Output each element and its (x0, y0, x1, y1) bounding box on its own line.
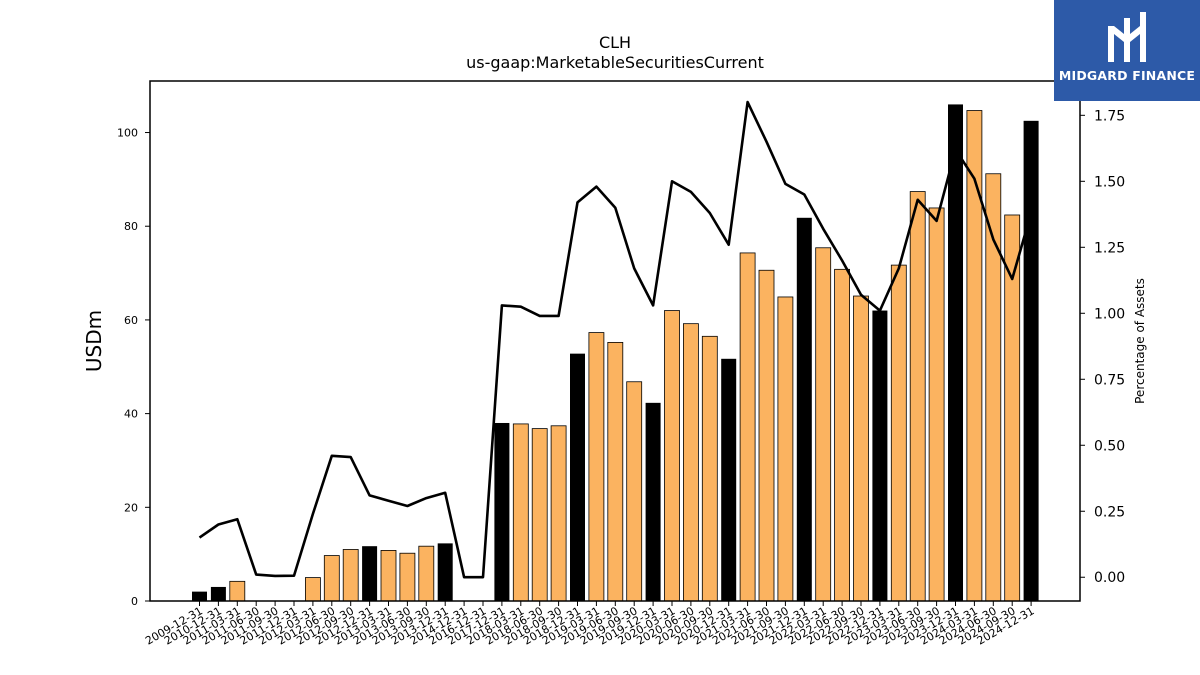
bar-2012-09-30 (342, 549, 359, 602)
y-right-tick-label: 1.75 (1094, 108, 1125, 124)
bar-2022-12-31 (872, 310, 888, 601)
y-right-tick-label: 1.25 (1094, 240, 1125, 256)
bar-2024-03-31 (966, 110, 983, 602)
bar-2023-03-31 (890, 264, 907, 602)
bar-2012-12-31 (362, 546, 378, 601)
y-tick-label: 80 (124, 220, 138, 233)
y-right-tick-label: 0.75 (1094, 372, 1125, 388)
y-axis-label: USDm (82, 310, 106, 372)
bar-2023-12-31 (948, 104, 963, 601)
chart-subtitle: us-gaap:MarketableSecuritiesCurrent (466, 53, 764, 72)
bar-2019-03-31 (588, 332, 605, 602)
brand-logo: MIDGARD FINANCE (1054, 0, 1200, 101)
bar-2018-06-30 (531, 428, 548, 602)
bar-2022-03-31 (815, 247, 832, 602)
line-group (198, 100, 1033, 579)
axes-group: 0 20 40 60 80 100 0.00 0.25 0.50 0.75 1.00 1.25 1.50… (117, 80, 1125, 648)
y-tick-label: 60 (124, 314, 138, 327)
bar-2012-03-31 (304, 577, 321, 602)
bar-2020-09-30 (701, 335, 718, 602)
chart-title: CLH (599, 33, 631, 52)
bar-2021-03-31 (739, 252, 756, 602)
bar-2019-09-30 (626, 381, 643, 602)
bar-2023-09-30 (928, 207, 945, 602)
bar-2010-12-31 (210, 586, 226, 601)
y-tick-label: 100 (117, 127, 138, 140)
bar-2018-03-31 (512, 423, 529, 602)
y-right-tick-label: 1.50 (1094, 174, 1125, 190)
bar-2009-12-31 (192, 591, 207, 601)
bar-2013-12-31 (437, 543, 453, 601)
bar-2018-09-30 (550, 425, 567, 602)
bar-2017-12-31 (494, 422, 510, 601)
y-right-tick-label: 1.00 (1094, 306, 1125, 322)
bar-2013-06-30 (399, 552, 416, 602)
y-right-tick-label: 0.25 (1094, 504, 1125, 520)
bar-2021-06-30 (758, 269, 775, 602)
bar-2018-12-31 (570, 353, 585, 601)
y-tick-label: 0 (131, 595, 138, 608)
bar-2013-09-30 (418, 545, 435, 602)
bar-2019-12-31 (645, 402, 661, 601)
y-right-tick-label: 0.00 (1094, 570, 1125, 586)
bar-2013-03-31 (380, 550, 397, 602)
bars-group (192, 104, 1039, 602)
bar-2021-12-31 (796, 217, 812, 601)
bar-2019-06-30 (607, 342, 624, 602)
percentage-line (198, 100, 1033, 579)
bar-2024-12-31 (1023, 120, 1039, 601)
bar-2011-03-31 (229, 580, 246, 602)
bar-2012-06-30 (323, 555, 340, 602)
bar-2022-09-30 (853, 295, 869, 602)
bar-2023-06-30 (909, 191, 926, 602)
bar-2020-06-30 (683, 323, 699, 602)
y-right-tick-label: 0.50 (1094, 438, 1125, 454)
brand-name: MIDGARD FINANCE (1058, 68, 1196, 83)
y-axis-right-label: Percentage of Assets (1133, 278, 1147, 404)
y-tick-label: 40 (124, 408, 138, 421)
bar-2021-09-30 (777, 296, 794, 602)
bar-2022-06-30 (834, 268, 850, 602)
midgard-logo-icon (1108, 12, 1146, 62)
y-tick-label: 20 (124, 501, 138, 514)
bar-2024-09-30 (1004, 214, 1021, 602)
bar-2020-03-31 (664, 310, 680, 602)
bar-2020-12-31 (721, 358, 737, 601)
